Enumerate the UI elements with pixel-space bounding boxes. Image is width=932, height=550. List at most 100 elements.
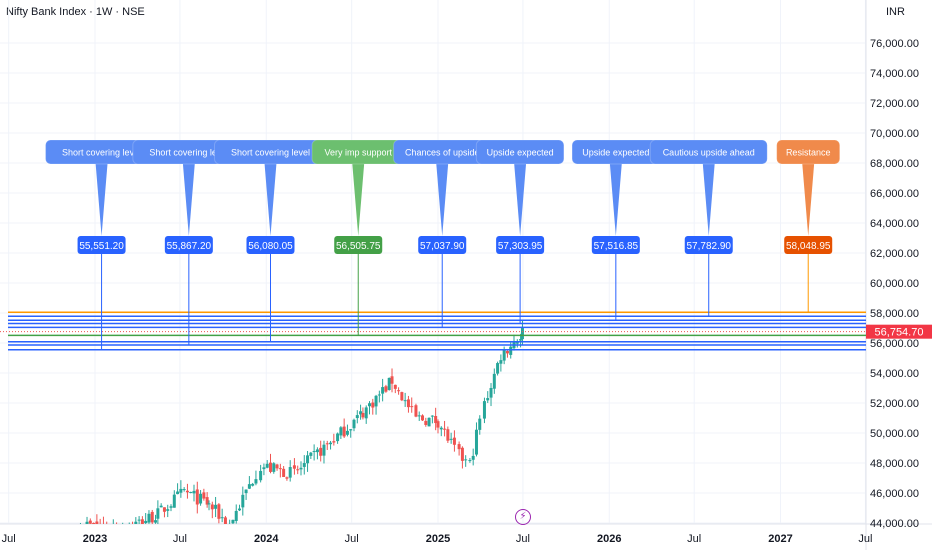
callout-pointer [182,163,195,236]
callout-label: Upside expected [582,148,649,158]
candle-body [381,387,385,394]
candle-body [406,399,410,408]
candle-body [176,491,180,495]
time-tick-label: Jul [516,533,530,545]
candle-body [384,386,388,392]
candle-body [492,373,496,389]
candle-body [231,519,235,524]
price-tick-label: 68,000.00 [870,158,919,170]
candle-body [400,392,404,401]
candle-body [439,427,443,430]
candle-body [154,520,158,523]
level-value-box [684,236,733,254]
candle-body [234,510,238,521]
callout-label: Chances of upside [405,148,480,158]
level-value-box [77,236,126,254]
last-price-tag [866,324,932,339]
level-value-box [496,236,545,254]
callout-bubble [475,139,565,165]
candle-body [302,463,306,467]
candle-body [471,455,475,460]
level-value-label: 55,551.20 [79,241,124,252]
candle-body [268,462,272,472]
chart-title: Nifty Bank Index · 1W · NSE [6,6,145,18]
price-tick-label: 56,000.00 [870,338,919,350]
candle-body [247,484,251,489]
candle-body [325,443,329,445]
candle-body [254,479,258,484]
candle-body [486,398,490,401]
time-tick-label: Jul [2,533,16,545]
level-value-label: 58,048.95 [786,241,831,252]
candle-body [166,509,170,511]
level-value-label: 56,505.75 [336,241,381,252]
candle-body [410,406,414,408]
candle-body [430,415,434,417]
candle-body [182,489,186,491]
candle-body [220,517,224,519]
candle-body [489,388,493,398]
candle-body [374,395,378,407]
price-tick-label: 66,000.00 [870,188,919,200]
level-value-label: 56,080.05 [248,241,293,252]
candle-body [306,455,310,464]
candle-body [85,521,89,524]
lightning-bolt-icon[interactable]: ⚡ [515,509,531,525]
candle-body [140,519,144,524]
price-tick-label: 50,000.00 [870,428,919,440]
candle-body [210,504,214,510]
callout-pointer [802,163,815,236]
candle-body [436,421,440,428]
time-tick-label: 2026 [597,533,621,545]
candle-body [352,419,356,429]
time-tick-label: 2025 [426,533,450,545]
candle-body [278,468,282,470]
candle-body [285,477,289,479]
candle-body [421,415,425,421]
candle-body [474,429,478,455]
callout-label: Cautious upside ahead [663,148,755,158]
candle-body [319,447,323,456]
callout-bubble [649,139,768,165]
candle-body [144,520,148,524]
candle-body [202,492,206,499]
candle-body [509,346,513,355]
candle-body [312,451,316,453]
price-tick-label: 48,000.00 [870,458,919,470]
callout-pointer [702,163,715,236]
candle-body [443,428,447,430]
candle-body [519,339,523,341]
candle-body [468,460,472,462]
callout-pointer [609,163,622,236]
candle-body [390,376,394,384]
candle-body [449,438,453,440]
last-price-label: 56,754.70 [875,327,924,339]
candle-body [520,327,524,340]
callout-bubble [776,139,841,165]
price-tick-label: 76,000.00 [870,38,919,50]
candle-body [147,513,151,523]
candle-body [185,490,189,493]
callout-pointer [514,163,527,236]
candle-body [315,449,319,453]
candle-body [332,441,336,443]
candle-body [342,426,346,437]
candle-body [251,483,255,486]
time-tick-label: Jul [858,533,872,545]
price-tick-label: 70,000.00 [870,128,919,140]
candle-body [217,504,221,519]
level-value-box [164,236,213,254]
currency-label: INR [886,6,905,18]
price-tick-label: 52,000.00 [870,398,919,410]
candle-body [414,405,418,417]
callout-pointer [95,163,108,236]
time-tick-label: 2023 [83,533,107,545]
candle-body [496,363,500,374]
candle-body [329,442,333,445]
candle-body [272,463,276,472]
candle-body [199,493,203,504]
candle-body [195,489,199,505]
candle-body [361,412,365,418]
candle-body [482,401,486,419]
